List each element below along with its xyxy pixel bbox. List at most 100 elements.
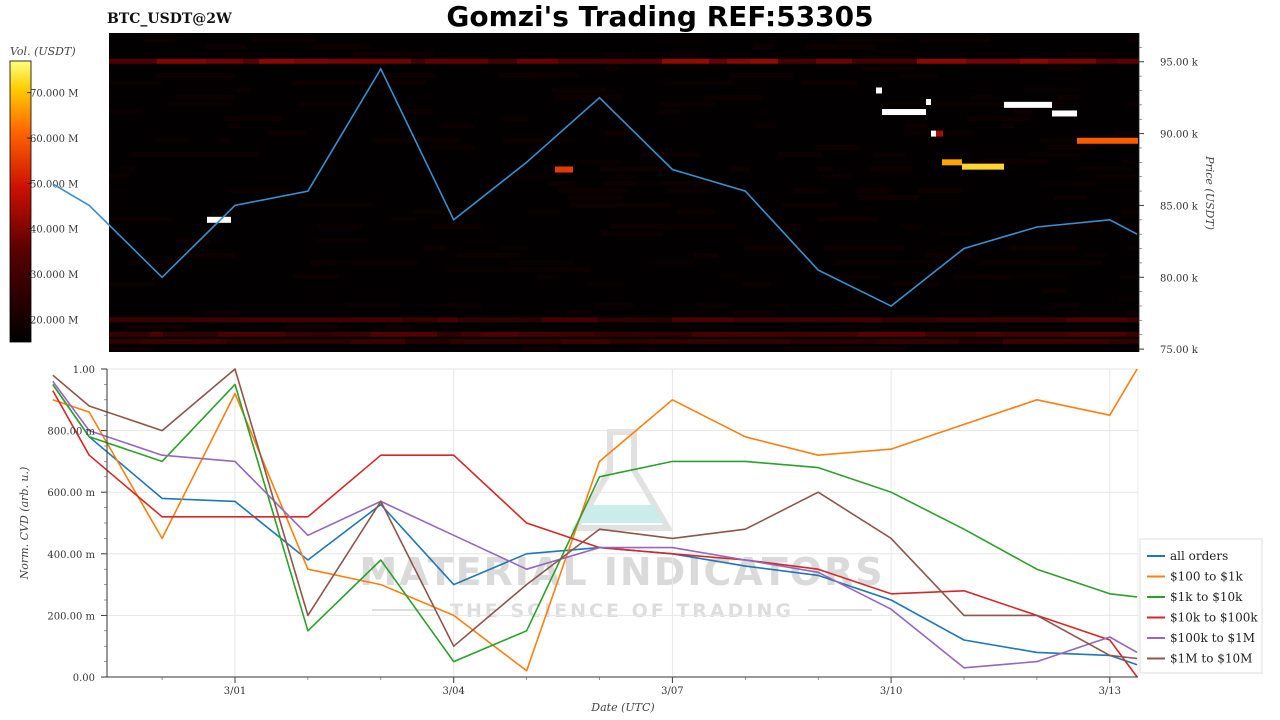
liquidity-band [662, 58, 696, 64]
liquidity-band [1014, 109, 1031, 115]
liquidity-band [1127, 317, 1139, 323]
liquidity-band [517, 58, 558, 64]
liquidity-band [570, 202, 631, 208]
liquidity-band [858, 195, 919, 201]
liquidity-band [143, 37, 175, 43]
liquidity-band [731, 166, 750, 172]
liquidity-band [662, 180, 728, 186]
legend-label-s1k_10k: $1k to $10k [1170, 590, 1243, 604]
liquidity-band [665, 80, 732, 86]
liquidity-band [357, 44, 370, 50]
liquidity-band [839, 338, 877, 344]
liquidity-band [478, 317, 525, 323]
liquidity-band [677, 209, 714, 215]
liquidity-band [1127, 245, 1139, 251]
watermark-line1: MATERIAL INDICATORS [359, 550, 884, 594]
liquidity-band [636, 180, 662, 186]
liquidity-band [562, 338, 610, 344]
liquidity-band [894, 346, 907, 352]
liquidity-band [294, 58, 328, 64]
liquidity-band [959, 338, 1003, 344]
liquidity-band [662, 65, 709, 71]
liquidity-band [750, 58, 778, 64]
liquidity-band [896, 259, 948, 265]
liquidity-band [935, 245, 991, 251]
liquidity-band [250, 188, 290, 194]
liquidity-band [967, 116, 1030, 122]
colorbar-tick-label: 40.000 M [30, 225, 78, 236]
liquidity-band [285, 331, 312, 337]
order-wall [942, 159, 962, 166]
price-tick-label: 75.00 k [1160, 345, 1199, 356]
liquidity-band [659, 109, 680, 115]
liquidity-band [438, 317, 457, 323]
liquidity-band [538, 274, 559, 280]
liquidity-band [1042, 288, 1067, 294]
liquidity-band [802, 80, 857, 86]
liquidity-band [220, 152, 259, 158]
order-wall [882, 109, 926, 116]
liquidity-band [882, 101, 935, 107]
liquidity-band [1114, 130, 1136, 136]
liquidity-band [606, 65, 618, 71]
liquidity-band [631, 202, 671, 208]
liquidity-band [109, 338, 139, 344]
liquidity-band [784, 346, 846, 352]
liquidity-band [332, 259, 352, 265]
liquidity-band [109, 281, 154, 287]
liquidity-band [155, 137, 187, 143]
liquidity-band [1048, 58, 1096, 64]
liquidity-band [405, 51, 433, 57]
liquidity-band [979, 159, 1048, 165]
liquidity-band [835, 259, 896, 265]
liquidity-band [649, 317, 672, 323]
liquidity-band [597, 317, 627, 323]
liquidity-band [1118, 58, 1139, 64]
liquidity-band [781, 202, 812, 208]
liquidity-band [755, 44, 774, 50]
liquidity-band [822, 173, 852, 179]
liquidity-band [224, 51, 251, 57]
liquidity-band [413, 209, 474, 215]
liquidity-band [124, 109, 140, 115]
colorbar-tick-label: 20.000 M [30, 315, 78, 326]
heatmap-panel: 75.00 k 80.00 k 85.00 k 90.00 k 95.00 k Pric… [52, 33, 1216, 356]
liquidity-band [109, 317, 138, 323]
liquidity-band [600, 166, 670, 172]
liquidity-band [846, 245, 904, 251]
liquidity-band [347, 303, 400, 309]
liquidity-band [659, 101, 715, 107]
liquidity-band [109, 331, 150, 337]
liquidity-band [293, 274, 338, 280]
liquidity-band [525, 317, 542, 323]
liquidity-band [316, 238, 369, 244]
liquidity-band [423, 303, 449, 309]
order-wall [1004, 101, 1052, 108]
liquidity-band [157, 58, 206, 64]
liquidity-band [225, 116, 283, 122]
liquidity-band [567, 310, 592, 316]
liquidity-band [605, 51, 634, 57]
liquidity-band [328, 58, 384, 64]
liquidity-band [869, 166, 884, 172]
liquidity-band [352, 259, 418, 265]
liquidity-band [1075, 166, 1133, 172]
liquidity-band [894, 281, 939, 287]
liquidity-band [109, 346, 153, 352]
liquidity-band [150, 331, 163, 337]
liquidity-band [1128, 223, 1139, 229]
order-wall [1052, 110, 1077, 117]
liquidity-band [918, 188, 963, 194]
liquidity-band [243, 58, 259, 64]
liquidity-band [790, 338, 839, 344]
liquidity-band [298, 202, 322, 208]
liquidity-band [941, 231, 971, 237]
liquidity-band [555, 94, 621, 100]
liquidity-band [727, 58, 750, 64]
liquidity-band [730, 73, 793, 79]
liquidity-band [943, 338, 959, 344]
liquidity-band [1096, 58, 1118, 64]
liquidity-band [845, 303, 890, 309]
liquidity-band [815, 144, 860, 150]
liquidity-band [837, 37, 902, 43]
